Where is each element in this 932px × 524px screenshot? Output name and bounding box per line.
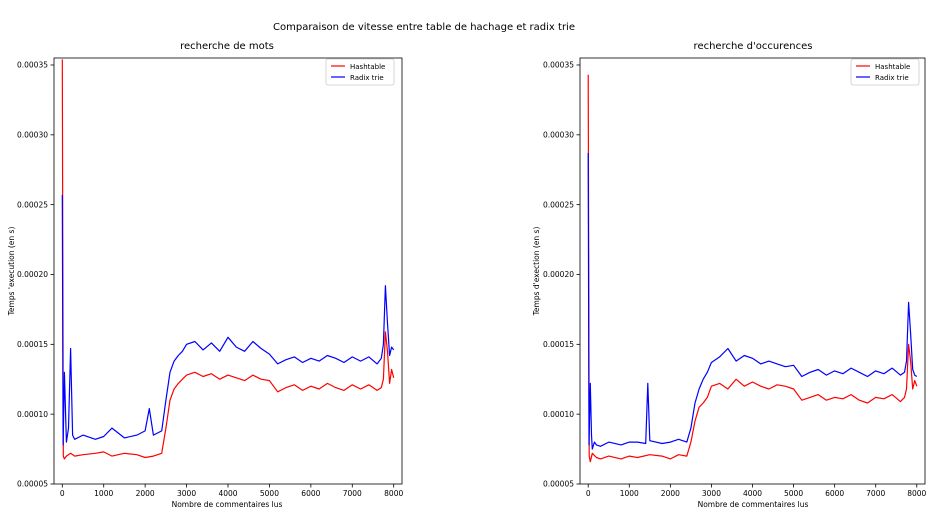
series-lines [587, 74, 918, 463]
legend-hashtable-label: Hashtable [875, 63, 910, 71]
y-tick-label: 0.00005 [17, 480, 48, 489]
legend: Hashtable Radix trie [850, 58, 920, 86]
y-tick-label: 0.00030 [543, 130, 574, 139]
x-tick-label: 0 [60, 489, 65, 498]
plot-area-frame [53, 57, 403, 485]
y-tick-label: 0.00025 [543, 200, 574, 209]
series-line-hashtable [61, 59, 395, 460]
x-tick-label: 6000 [825, 489, 844, 498]
y-tick-label: 0.00020 [17, 270, 48, 279]
chart-title: recherche d'occurences [694, 41, 813, 52]
legend: Hashtable Radix trie [325, 58, 395, 86]
chart-recherche-de-mots: recherche de mots Nombre de commentaires… [7, 41, 403, 509]
series-line-hashtable [587, 74, 918, 463]
x-tick-label: 8000 [384, 489, 403, 498]
series-line-radix-trie [61, 194, 395, 446]
x-tick-label: 8000 [907, 489, 926, 498]
y-tick-label: 0.00030 [17, 130, 48, 139]
x-tick-label: 1000 [620, 489, 639, 498]
y-tick-label: 0.00015 [543, 340, 574, 349]
y-tick-label: 0.00010 [543, 410, 574, 419]
x-axis-label: Nombre de commentaires lus [698, 500, 809, 509]
y-tick-label: 0.00005 [543, 480, 574, 489]
x-tick-label: 2000 [661, 489, 680, 498]
x-tick-label: 5000 [260, 489, 279, 498]
x-tick-label: 3000 [177, 489, 196, 498]
y-tick-label: 0.00025 [17, 200, 48, 209]
x-tick-label: 4000 [743, 489, 762, 498]
x-tick-label: 7000 [866, 489, 885, 498]
x-tick-label: 0 [586, 489, 591, 498]
series-lines [61, 59, 395, 460]
x-tick-label: 4000 [218, 489, 237, 498]
x-tick-label: 3000 [702, 489, 721, 498]
x-tick-label: 6000 [301, 489, 320, 498]
x-axis-label: Nombre de commentaires lus [172, 500, 283, 509]
x-tick-label: 7000 [343, 489, 362, 498]
chart-recherche-d-occurences: recherche d'occurences Nombre de comment… [532, 41, 927, 509]
y-axis-label: Temps 'execution (en s) [7, 227, 16, 317]
y-tick-label: 0.00015 [17, 340, 48, 349]
y-axis-label: Temps d'exection (en s) [532, 227, 541, 317]
tick-labels: 0 1000 2000 3000 4000 5000 6000 7000 8000 0.00005… [17, 61, 403, 498]
x-tick-label: 1000 [94, 489, 113, 498]
x-tick-label: 2000 [136, 489, 155, 498]
chart-title: recherche de mots [180, 41, 274, 52]
y-tick-label: 0.00035 [543, 61, 574, 70]
legend-hashtable-label: Hashtable [350, 63, 385, 71]
tick-marks [50, 64, 395, 488]
y-tick-label: 0.00035 [17, 61, 48, 70]
series-line-radix-trie [587, 152, 918, 450]
x-tick-label: 5000 [784, 489, 803, 498]
y-tick-label: 0.00020 [543, 270, 574, 279]
legend-radix-label: Radix trie [350, 74, 384, 82]
y-tick-label: 0.00010 [17, 410, 48, 419]
tick-labels: 0 1000 2000 3000 4000 5000 6000 7000 8000 0.00005… [543, 61, 927, 498]
legend-radix-label: Radix trie [875, 74, 909, 82]
figure-title: Comparaison de vitesse entre table de ha… [273, 22, 575, 33]
plot-area-frame [579, 57, 926, 485]
tick-marks [576, 64, 918, 488]
